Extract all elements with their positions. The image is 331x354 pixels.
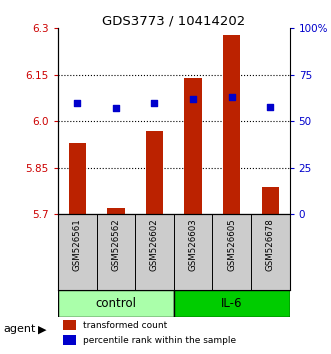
Text: GSM526602: GSM526602	[150, 218, 159, 271]
Bar	[184, 78, 202, 215]
Text: GSM526562: GSM526562	[111, 218, 120, 271]
Text: percentile rank within the sample: percentile rank within the sample	[83, 336, 237, 345]
Text: ▶: ▶	[38, 324, 47, 334]
Text: GSM526561: GSM526561	[73, 218, 82, 271]
Text: transformed count: transformed count	[83, 321, 168, 330]
Title: GDS3773 / 10414202: GDS3773 / 10414202	[102, 14, 245, 27]
Bar	[146, 131, 163, 215]
Point	[268, 104, 273, 109]
Point	[190, 96, 196, 102]
Bar	[107, 208, 124, 215]
Bar	[69, 143, 86, 215]
Point	[113, 105, 118, 111]
Bar	[63, 320, 76, 330]
Text: GSM526605: GSM526605	[227, 218, 236, 271]
Bar	[58, 290, 174, 317]
Point	[152, 100, 157, 105]
Bar	[223, 35, 240, 215]
Bar	[261, 187, 279, 215]
Point	[74, 100, 80, 105]
Bar	[63, 335, 76, 346]
Text: control: control	[95, 297, 136, 310]
Bar	[174, 290, 290, 317]
Text: IL-6: IL-6	[221, 297, 242, 310]
Text: GSM526678: GSM526678	[266, 218, 275, 271]
Text: agent: agent	[3, 324, 36, 334]
Point	[229, 95, 234, 100]
Text: GSM526603: GSM526603	[189, 218, 198, 271]
